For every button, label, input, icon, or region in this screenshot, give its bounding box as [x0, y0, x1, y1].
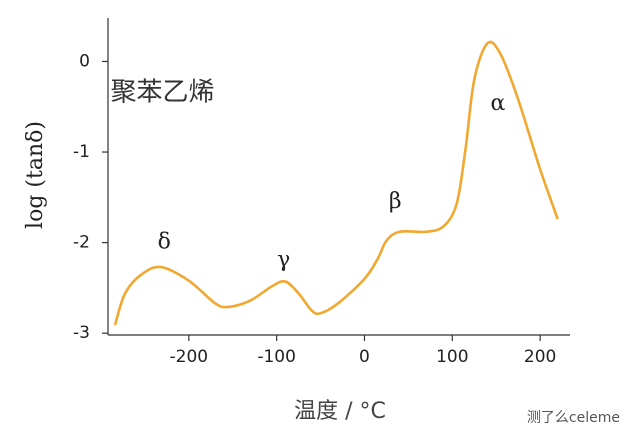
- annotation: γ: [277, 248, 290, 273]
- annotation: δ: [158, 230, 171, 255]
- x-tick-label: 200: [524, 347, 556, 367]
- x-axis-label: 温度 / °C: [294, 399, 386, 424]
- y-tick-label: -2: [73, 233, 90, 253]
- x-tick-label: -100: [257, 347, 296, 367]
- annotation-title: 聚苯乙烯: [110, 78, 214, 108]
- x-tick-label: -200: [170, 347, 209, 367]
- y-tick-label: -3: [73, 323, 90, 343]
- y-tick-label: -1: [73, 142, 90, 162]
- y-axis-label: log (tanδ): [23, 121, 48, 229]
- y-tick-label: 0: [79, 51, 90, 71]
- watermark: 测了么celeme: [527, 410, 620, 426]
- x-tick-label: 0: [359, 347, 370, 367]
- annotation: β: [389, 189, 402, 214]
- data-line: [113, 40, 559, 326]
- x-tick-label: 100: [436, 347, 468, 367]
- annotation: α: [491, 91, 506, 116]
